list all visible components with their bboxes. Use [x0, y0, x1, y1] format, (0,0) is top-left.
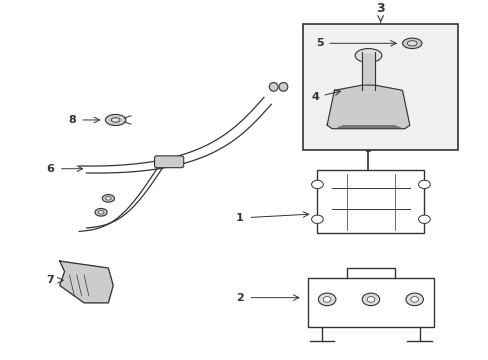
Ellipse shape: [105, 197, 111, 200]
Text: 1: 1: [235, 212, 243, 222]
Ellipse shape: [98, 211, 104, 214]
Polygon shape: [60, 261, 113, 303]
Ellipse shape: [269, 82, 278, 91]
FancyBboxPatch shape: [307, 279, 433, 327]
Ellipse shape: [102, 194, 114, 202]
Ellipse shape: [105, 114, 125, 126]
Ellipse shape: [111, 118, 120, 122]
Text: 3: 3: [376, 3, 384, 15]
Circle shape: [323, 297, 330, 302]
FancyBboxPatch shape: [302, 24, 458, 150]
Circle shape: [311, 215, 323, 224]
Circle shape: [410, 297, 418, 302]
Text: 2: 2: [235, 293, 243, 303]
Text: 5: 5: [315, 38, 323, 48]
Text: 8: 8: [68, 115, 76, 125]
Ellipse shape: [354, 49, 381, 63]
FancyBboxPatch shape: [154, 156, 183, 168]
Circle shape: [418, 180, 429, 189]
Circle shape: [418, 215, 429, 224]
Ellipse shape: [407, 41, 416, 46]
Ellipse shape: [402, 38, 421, 49]
Ellipse shape: [95, 208, 107, 216]
FancyBboxPatch shape: [317, 171, 424, 233]
Circle shape: [405, 293, 423, 306]
Circle shape: [366, 297, 374, 302]
Circle shape: [362, 293, 379, 306]
Circle shape: [311, 180, 323, 189]
Circle shape: [318, 293, 335, 306]
Polygon shape: [326, 85, 409, 129]
Text: 7: 7: [46, 275, 54, 285]
Text: 6: 6: [46, 164, 54, 174]
Ellipse shape: [279, 82, 287, 91]
Text: 4: 4: [310, 92, 318, 102]
